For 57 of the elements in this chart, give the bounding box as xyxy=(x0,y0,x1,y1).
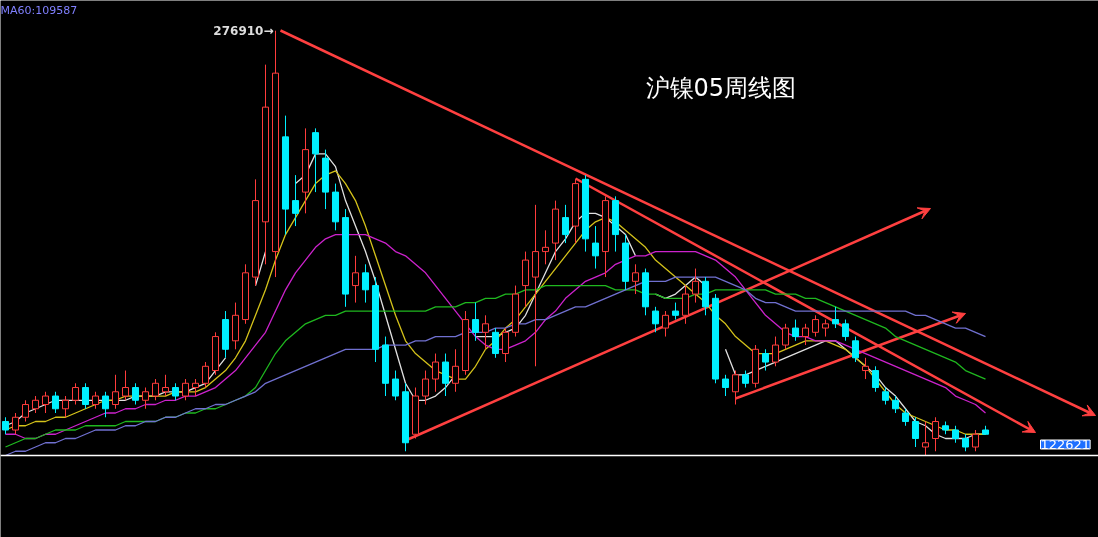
candlestick xyxy=(122,370,129,401)
candlestick xyxy=(762,348,769,372)
candlestick xyxy=(202,361,209,389)
candlestick xyxy=(662,310,669,338)
candlestick xyxy=(592,225,599,270)
candlestick xyxy=(872,365,879,393)
candlestick xyxy=(42,391,49,414)
candlestick xyxy=(692,268,699,304)
candlestick xyxy=(842,319,849,342)
candlestick xyxy=(62,395,69,418)
candlestick xyxy=(182,378,189,401)
candlestick xyxy=(112,374,119,410)
candlestick xyxy=(632,263,639,295)
candlestick xyxy=(22,399,29,423)
candlestick xyxy=(52,391,59,414)
candlestick xyxy=(132,382,139,406)
candlestick xyxy=(502,327,509,363)
candlestick xyxy=(352,255,359,304)
candlestick xyxy=(362,263,369,304)
candlestick xyxy=(852,336,859,363)
candlestick xyxy=(292,174,299,227)
candlestick xyxy=(392,370,399,401)
candlestick xyxy=(802,323,809,346)
candlestick xyxy=(782,323,789,350)
candlestick xyxy=(452,348,459,393)
candlestick xyxy=(432,353,439,393)
candlestick xyxy=(72,382,79,406)
candlestick xyxy=(652,306,659,333)
candlestick xyxy=(562,204,569,244)
candlestick xyxy=(722,374,729,397)
candlestick xyxy=(482,314,489,350)
candlestick xyxy=(312,127,319,193)
candlestick xyxy=(422,370,429,406)
candlestick xyxy=(492,327,499,359)
text: 122621 xyxy=(1040,437,1091,452)
candlestick xyxy=(912,416,919,448)
candlestick xyxy=(922,421,929,457)
candlestick xyxy=(862,357,869,380)
candlestick xyxy=(682,285,689,325)
candlestick xyxy=(102,391,109,418)
candlestick xyxy=(142,387,149,410)
candlestick xyxy=(12,412,19,435)
candlestick xyxy=(772,336,779,367)
candlestick xyxy=(832,306,839,329)
candlestick xyxy=(972,429,979,452)
candlestick xyxy=(932,416,939,452)
candlestick xyxy=(542,229,549,265)
candlestick xyxy=(82,382,89,410)
candlestick xyxy=(152,378,159,401)
candlestick xyxy=(442,353,449,397)
text: MA60:109587 xyxy=(0,4,78,17)
text: 沪镍05周线图 xyxy=(645,73,797,102)
candlestick xyxy=(792,319,799,342)
candlestick xyxy=(162,374,169,397)
candlestick xyxy=(812,314,819,338)
candlestick xyxy=(472,302,479,342)
annotation: 276910→ xyxy=(213,23,274,38)
